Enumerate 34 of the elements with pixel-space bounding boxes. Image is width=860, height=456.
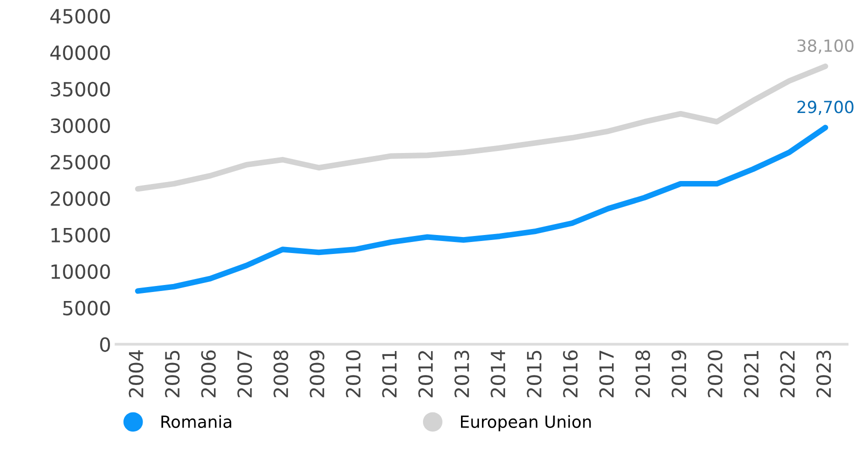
x-tick-label: 2023 [816,350,832,398]
x-tick-label: 2005 [164,350,180,398]
y-tick-label: 30000 [50,118,110,134]
x-tick-label: 2017 [599,350,614,398]
y-tick-label: 35000 [50,82,110,97]
x-tick-label: 2020 [708,350,722,398]
y-tick-label: 0 [100,337,110,352]
x-tick-label: 2013 [454,350,470,398]
x-tick-label: 2009 [310,350,324,398]
legend-label: Romania [161,415,232,428]
x-tick-label: 2012 [418,351,433,398]
y-tick-label: 25000 [50,154,110,170]
x-tick-label: 2014 [490,350,506,398]
y-tick-label: 45000 [50,8,110,24]
x-tick-label: 2021 [744,350,759,398]
y-tick-label: 15000 [52,228,110,243]
legend-label: European Union [461,415,591,432]
y-tick-label: 20000 [50,191,110,206]
x-tick-label: 2018 [635,350,650,398]
y-tick-label: 10000 [52,264,110,279]
x-tick-label: 2010 [346,350,361,398]
y-tick-label: 40000 [50,45,110,60]
x-tick-label: 2006 [201,350,216,398]
x-tick-label: 2019 [672,350,686,398]
x-tick-label: 2011 [382,350,397,398]
x-tick-label: 2008 [274,350,288,398]
x-tick-label: 2022 [780,351,795,398]
data-label: 38,100 [798,39,854,54]
data-label: 29,700 [797,100,854,115]
x-tick-label: 2007 [237,350,252,398]
x-tick-label: 2004 [128,350,144,398]
x-tick-label: 2015 [526,350,542,398]
x-tick-label: 2016 [563,350,578,398]
y-tick-label: 5000 [63,300,110,316]
